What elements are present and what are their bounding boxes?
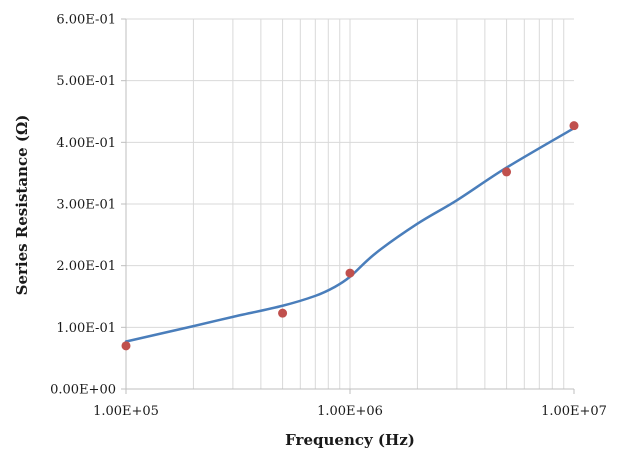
y-tick-label: 4.00E-01: [56, 136, 116, 151]
fit-line-series: [124, 126, 576, 343]
data-point: [502, 167, 512, 177]
x-axis-title: Frequency (Hz): [285, 431, 415, 449]
y-tick-label: 1.00E-01: [56, 321, 116, 336]
tick-labels: 0.00E+00 1.00E-01 2.00E-01 3.00E-01 4.00E-01…: [50, 13, 607, 420]
y-axis-title: Series Resistance (Ω): [13, 115, 31, 296]
y-tick-label: 3.00E-01: [56, 198, 116, 213]
data-point: [278, 308, 288, 318]
x-tick-label: 1.00E+07: [541, 404, 607, 419]
y-tick-label: 6.00E-01: [56, 13, 116, 28]
axes: [121, 18, 575, 394]
gridlines: [126, 18, 574, 389]
measured-points-series: [121, 121, 579, 351]
x-tick-label: 1.00E+05: [93, 404, 159, 419]
x-tick-label: 1.00E+06: [317, 404, 383, 419]
data-point: [569, 121, 579, 131]
data-point: [345, 268, 355, 278]
y-tick-label: 5.00E-01: [56, 74, 116, 89]
fit-line: [124, 126, 576, 343]
data-point: [121, 341, 131, 351]
y-tick-label: 2.00E-01: [56, 259, 116, 274]
y-tick-label: 0.00E+00: [50, 383, 116, 398]
